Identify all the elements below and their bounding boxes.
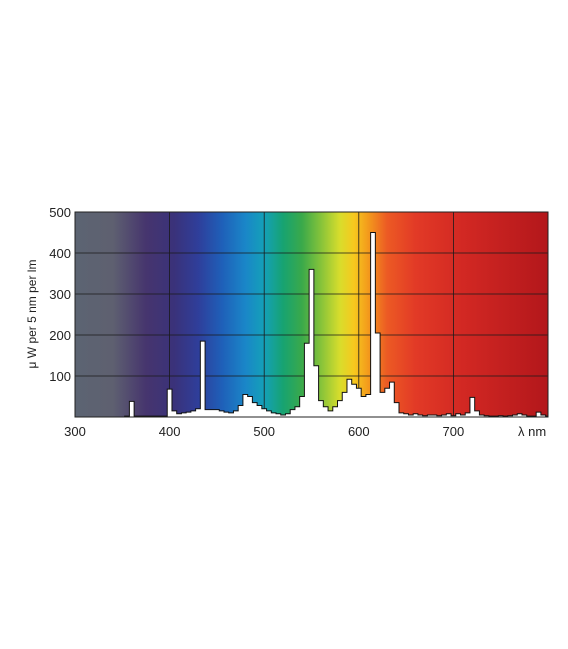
y-tick-label: 300	[49, 287, 71, 302]
x-tick-label: 600	[348, 424, 370, 439]
x-tick-label: 300	[64, 424, 86, 439]
y-tick-label: 100	[49, 369, 71, 384]
y-tick-label: 200	[49, 328, 71, 343]
y-tick-label: 400	[49, 246, 71, 261]
y-axis-label: μ W per 5 nm per lm	[25, 260, 39, 369]
spectral-distribution-area	[124, 232, 549, 418]
x-axis-ticks: 300 400 500 600 700	[64, 424, 464, 439]
y-tick-label: 500	[49, 205, 71, 220]
x-tick-label: 400	[159, 424, 181, 439]
plot-frame	[74, 211, 549, 418]
x-tick-label: 500	[253, 424, 275, 439]
x-tick-label: 700	[443, 424, 465, 439]
x-axis-label: λ nm	[518, 424, 546, 439]
y-axis-ticks: 100 200 300 400 500	[49, 205, 71, 384]
